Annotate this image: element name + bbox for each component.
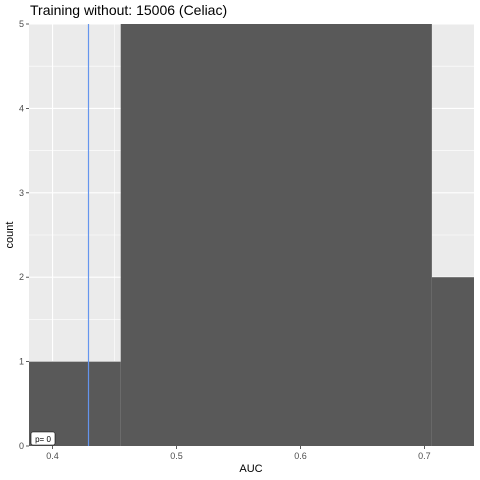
p-value-annotation: p= 0 bbox=[30, 431, 56, 446]
y-tick-label: 0 bbox=[19, 441, 24, 451]
y-tick-label: 4 bbox=[19, 103, 24, 113]
chart-title: Training without: 15006 (Celiac) bbox=[30, 2, 227, 18]
y-tick-label: 2 bbox=[19, 272, 24, 282]
x-axis-ticks: 0.4 0.5 0.6 0.7 bbox=[46, 446, 431, 461]
x-tick-label: 0.7 bbox=[418, 451, 431, 461]
y-tick-label: 3 bbox=[19, 188, 24, 198]
y-tick-label: 5 bbox=[19, 19, 24, 29]
y-tick-label: 1 bbox=[19, 357, 24, 367]
x-axis-title: AUC bbox=[239, 463, 262, 475]
x-tick-label: 0.4 bbox=[46, 451, 59, 461]
annotation-text: p= 0 bbox=[35, 435, 51, 444]
x-tick-label: 0.5 bbox=[170, 451, 183, 461]
x-tick-label: 0.6 bbox=[294, 451, 307, 461]
bars bbox=[29, 24, 474, 446]
histogram-bar bbox=[431, 277, 474, 446]
y-axis-title: count bbox=[4, 222, 16, 249]
annotation-box bbox=[30, 431, 56, 446]
y-axis-ticks: 0 1 2 3 4 5 bbox=[19, 19, 29, 451]
histogram-bar bbox=[120, 24, 432, 446]
